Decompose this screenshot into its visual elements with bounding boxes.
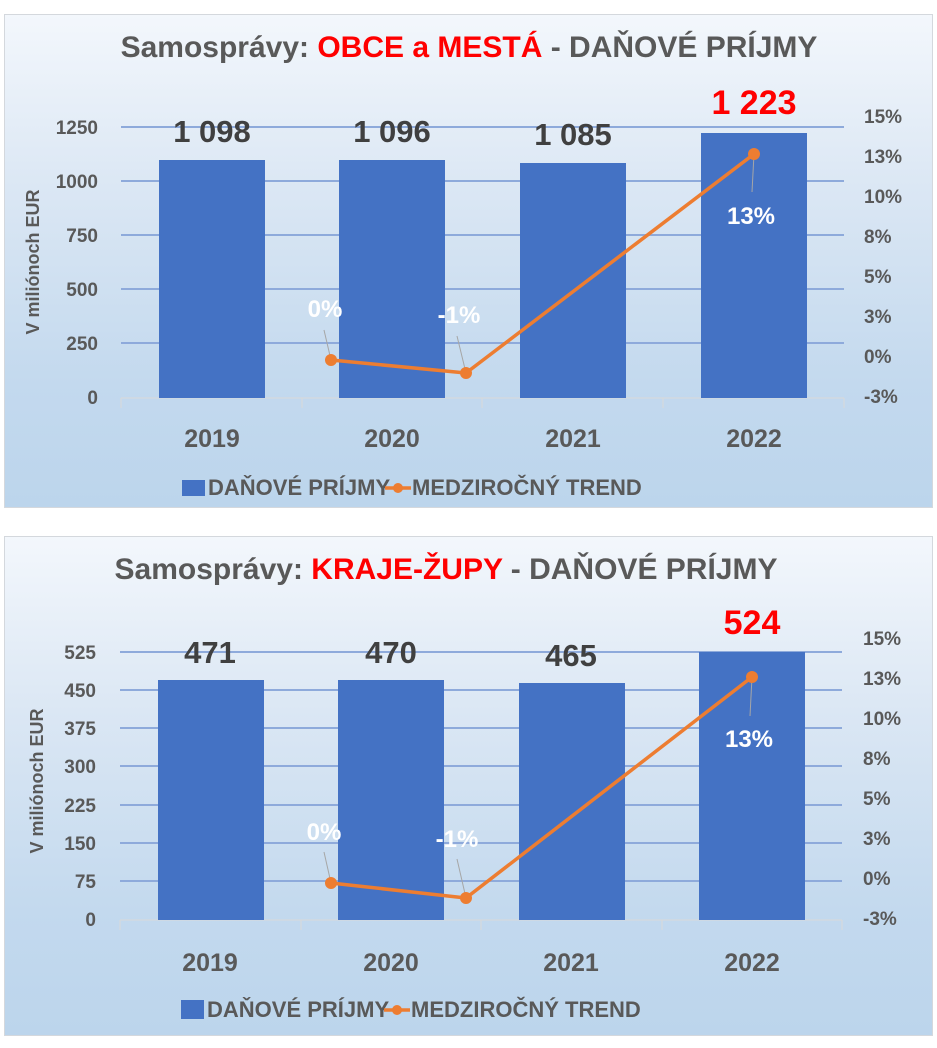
bar-2019 xyxy=(158,680,264,920)
trend-markers xyxy=(325,148,760,379)
bar-2021 xyxy=(520,163,626,398)
svg-text:0%: 0% xyxy=(864,347,892,368)
svg-text:1250: 1250 xyxy=(56,118,98,139)
legend: DAŇOVÉ PRÍJMY MEDZIROČNÝ TREND xyxy=(181,997,641,1022)
left-axis-ticks: 0 250 500 750 1000 1250 xyxy=(56,118,98,409)
svg-text:10%: 10% xyxy=(863,709,901,730)
svg-text:13%: 13% xyxy=(864,147,902,168)
svg-text:3%: 3% xyxy=(863,829,891,850)
bar-2022 xyxy=(701,133,807,398)
bar-label-2021: 465 xyxy=(545,638,597,673)
trend-label-2020: 0% xyxy=(307,819,342,846)
legend: DAŇOVÉ PRÍJMY MEDZIROČNÝ TREND xyxy=(182,475,642,500)
trend-markers xyxy=(325,671,758,904)
svg-text:375: 375 xyxy=(64,719,96,740)
svg-text:8%: 8% xyxy=(863,749,891,770)
svg-text:2019: 2019 xyxy=(182,949,238,977)
svg-text:2022: 2022 xyxy=(724,949,780,977)
svg-text:5%: 5% xyxy=(864,267,892,288)
svg-text:2021: 2021 xyxy=(543,949,599,977)
svg-text:10%: 10% xyxy=(864,187,902,208)
svg-text:150: 150 xyxy=(64,834,96,855)
chart-panel-kraje-zupy: Samosprávy: KRAJE-ŽUPY - DAŇOVÉ PRÍJMY 0… xyxy=(4,536,933,1036)
svg-text:8%: 8% xyxy=(864,227,892,248)
svg-text:225: 225 xyxy=(64,796,96,817)
bar-2020 xyxy=(339,160,445,398)
legend-line-label: MEDZIROČNÝ TREND xyxy=(412,475,642,500)
svg-text:500: 500 xyxy=(66,280,98,301)
bar-label-2022: 1 223 xyxy=(711,84,796,122)
chart-title: Samosprávy: OBCE a MESTÁ - DAŇOVÉ PRÍJMY xyxy=(121,30,818,64)
svg-text:-3%: -3% xyxy=(864,387,898,408)
svg-text:0: 0 xyxy=(87,388,98,409)
svg-text:525: 525 xyxy=(64,643,96,664)
trend-label-2022: 13% xyxy=(727,203,775,230)
svg-text:3%: 3% xyxy=(864,307,892,328)
svg-text:75: 75 xyxy=(75,872,97,893)
svg-text:0%: 0% xyxy=(863,869,891,890)
svg-text:2019: 2019 xyxy=(184,425,240,453)
svg-text:13%: 13% xyxy=(863,669,901,690)
svg-text:450: 450 xyxy=(64,681,96,702)
bar-label-2020: 470 xyxy=(365,635,417,670)
legend-bars-label: DAŇOVÉ PRÍJMY xyxy=(208,475,390,500)
right-axis-ticks: -3% 0% 3% 5% 8% 10% 13% 15% xyxy=(863,629,901,930)
x-axis-categories: 2019 2020 2021 2022 xyxy=(184,425,782,453)
legend-line-label: MEDZIROČNÝ TREND xyxy=(411,997,641,1022)
bars xyxy=(158,652,805,920)
trend-label-2021: -1% xyxy=(438,302,481,329)
svg-text:750: 750 xyxy=(66,226,98,247)
bar-label-2019: 471 xyxy=(184,635,236,670)
trend-label-2022: 13% xyxy=(725,726,773,753)
bar-2020 xyxy=(338,680,444,920)
svg-text:2020: 2020 xyxy=(364,425,420,453)
chart-title: Samosprávy: KRAJE-ŽUPY - DAŇOVÉ PRÍJMY xyxy=(115,552,778,586)
svg-text:15%: 15% xyxy=(864,107,902,128)
svg-text:2021: 2021 xyxy=(545,425,601,453)
svg-text:15%: 15% xyxy=(863,629,901,650)
right-axis-ticks: -3% 0% 3% 5% 8% 10% 13% 15% xyxy=(864,107,902,408)
svg-text:5%: 5% xyxy=(863,789,891,810)
bar-label-2020: 1 096 xyxy=(353,114,431,149)
svg-text:250: 250 xyxy=(66,334,98,355)
y-axis-label: V miliónoch EUR xyxy=(23,189,43,334)
bar-2019 xyxy=(159,160,265,398)
svg-text:2020: 2020 xyxy=(363,949,419,977)
chart-svg: Samosprávy: OBCE a MESTÁ - DAŇOVÉ PRÍJMY… xyxy=(23,30,902,500)
legend-bar-swatch xyxy=(182,480,205,496)
y-axis-label: V miliónoch EUR xyxy=(27,708,47,853)
bars xyxy=(159,133,807,398)
bar-2021 xyxy=(519,683,625,920)
trend-label-2021: -1% xyxy=(436,826,479,853)
trend-label-2020: 0% xyxy=(308,296,343,323)
legend-bars-label: DAŇOVÉ PRÍJMY xyxy=(207,997,389,1022)
svg-text:0: 0 xyxy=(85,910,96,931)
x-axis-categories: 2019 2020 2021 2022 xyxy=(182,949,780,977)
bar-label-2019: 1 098 xyxy=(173,114,251,149)
svg-text:1000: 1000 xyxy=(56,172,98,193)
legend-bar-swatch xyxy=(181,1000,204,1019)
svg-text:300: 300 xyxy=(64,757,96,778)
left-axis-ticks: 0 75 150 225 300 375 450 525 xyxy=(64,643,96,931)
bar-label-2021: 1 085 xyxy=(534,117,612,152)
svg-text:2022: 2022 xyxy=(726,425,782,453)
bar-label-2022: 524 xyxy=(724,604,781,642)
svg-text:-3%: -3% xyxy=(863,909,897,930)
chart-panel-obce-mesta: Samosprávy: OBCE a MESTÁ - DAŇOVÉ PRÍJMY… xyxy=(4,14,933,508)
chart-svg: Samosprávy: KRAJE-ŽUPY - DAŇOVÉ PRÍJMY 0… xyxy=(27,552,901,1022)
bar-2022 xyxy=(699,652,805,920)
